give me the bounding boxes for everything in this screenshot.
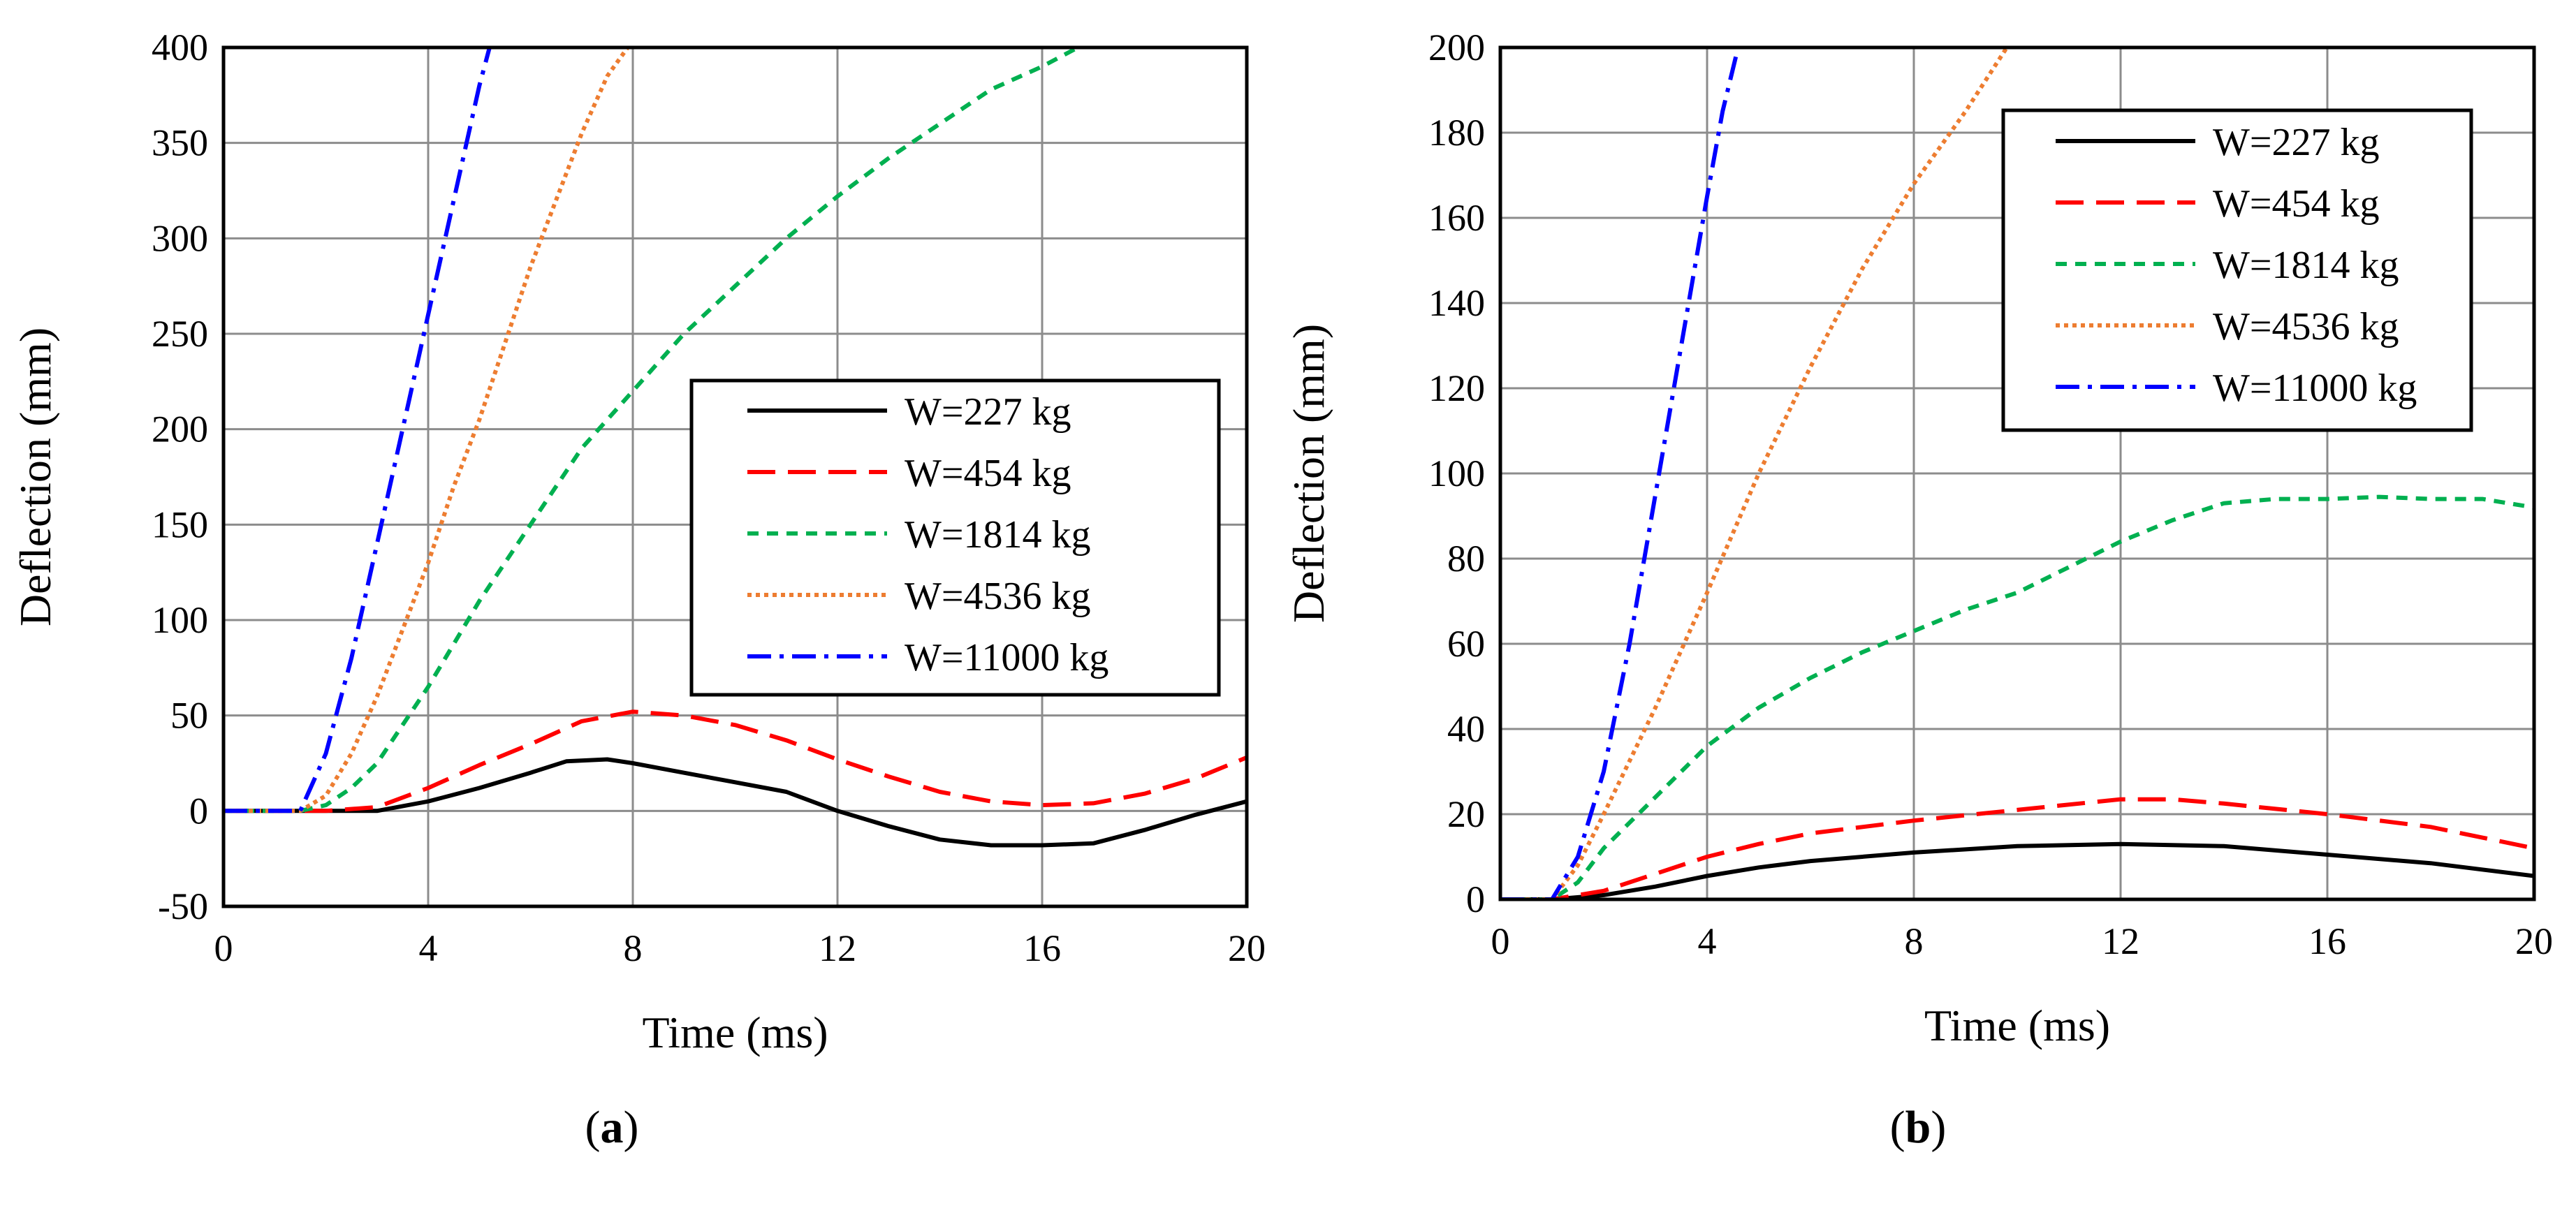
- series-line-w227kg: [224, 757, 1247, 848]
- x-tick-label: 4: [419, 927, 438, 969]
- y-tick-label: 60: [1447, 623, 1485, 665]
- legend-box: [689, 378, 1221, 697]
- series-line-w454kg: [224, 709, 1247, 813]
- legend-entry: W=4536 kg: [905, 575, 1090, 618]
- y-tick-label: 20: [1447, 793, 1485, 835]
- y-tick-label: 80: [1447, 538, 1485, 580]
- series-line-w11000kg: [1500, 47, 1741, 899]
- x-tick-label: 4: [1698, 920, 1717, 962]
- chart-panel-b: 0 4 8 12 16 20020406080100120140160180200Time…: [1284, 27, 2553, 1153]
- y-tick-label: 200: [152, 408, 208, 450]
- y-tick-label: 300: [152, 217, 208, 259]
- y-tick-label: 400: [152, 27, 208, 68]
- y-tick-label: 0: [189, 790, 208, 832]
- legend-entry: W=4536 kg: [2213, 305, 2399, 348]
- y-tick-label: 100: [1428, 452, 1485, 494]
- panel-label: (a): [585, 1102, 639, 1153]
- series-line-w4536kg: [1500, 47, 2009, 899]
- legend-entry: W=1814 kg: [2213, 244, 2399, 287]
- y-tick-label: -50: [158, 885, 208, 927]
- series-line-w454kg: [1500, 797, 2534, 899]
- series-lines: [1500, 47, 2534, 899]
- x-tick-label: 20: [2515, 920, 2553, 962]
- y-axis-label: Deflection (mm): [10, 327, 60, 626]
- y-tick-label: 40: [1447, 708, 1485, 750]
- legend-entry: W=227 kg: [905, 390, 1071, 434]
- legend-entry: W=11000 kg: [2213, 367, 2417, 410]
- chart-panel-a: 0 4 8 12 16 20-50050100150200250300350400Time…: [10, 27, 1266, 1153]
- legend-entry: W=454 kg: [2213, 182, 2379, 226]
- y-axis-label: Deflection (mm): [1284, 324, 1333, 623]
- x-tick-label: 12: [2102, 920, 2139, 962]
- y-tick-label: 200: [1428, 27, 1485, 68]
- x-tick-label: 16: [2308, 920, 2346, 962]
- legend-box: [2001, 108, 2473, 432]
- y-tick-label: 350: [152, 122, 208, 164]
- y-tick-label: 150: [152, 503, 208, 545]
- panel-label: (b): [1890, 1102, 1947, 1153]
- x-axis-label: Time (ms): [1924, 1001, 2110, 1050]
- x-tick-label: 0: [1491, 920, 1510, 962]
- y-tick-label: 140: [1428, 282, 1485, 324]
- x-tick-label: 8: [624, 927, 643, 969]
- legend-entry: W=227 kg: [2213, 121, 2379, 164]
- series-line-w227kg: [1500, 841, 2534, 899]
- y-tick-label: 120: [1428, 367, 1485, 409]
- y-tick-label: 180: [1428, 112, 1485, 154]
- plot-frame: [1498, 45, 2536, 901]
- y-tick-label: 250: [152, 313, 208, 355]
- series-lines: [224, 47, 1247, 848]
- x-axis-label: Time (ms): [642, 1008, 828, 1057]
- x-tick-label: 20: [1228, 927, 1266, 969]
- y-tick-label: 100: [152, 599, 208, 641]
- legend-entry: W=11000 kg: [905, 636, 1108, 679]
- x-tick-label: 8: [1905, 920, 1924, 962]
- x-tick-label: 0: [214, 927, 233, 969]
- series-line-w11000kg: [224, 47, 492, 813]
- x-tick-label: 12: [819, 927, 856, 969]
- legend: W=227 kg W=454 kg W=1814 kg W=4536 kg W=1100…: [689, 378, 1221, 697]
- y-tick-label: 0: [1466, 878, 1485, 920]
- legend-entry: W=454 kg: [905, 452, 1071, 495]
- legend: W=227 kg W=454 kg W=1814 kg W=4536 kg W=1100…: [2001, 108, 2473, 432]
- legend-entry: W=1814 kg: [905, 513, 1090, 557]
- y-tick-label: 160: [1428, 197, 1485, 239]
- x-tick-label: 16: [1023, 927, 1061, 969]
- series-line-w1814kg: [224, 47, 1079, 813]
- series-line-w1814kg: [1500, 494, 2534, 899]
- plot-frame: [221, 45, 1249, 908]
- y-tick-label: 50: [170, 695, 208, 737]
